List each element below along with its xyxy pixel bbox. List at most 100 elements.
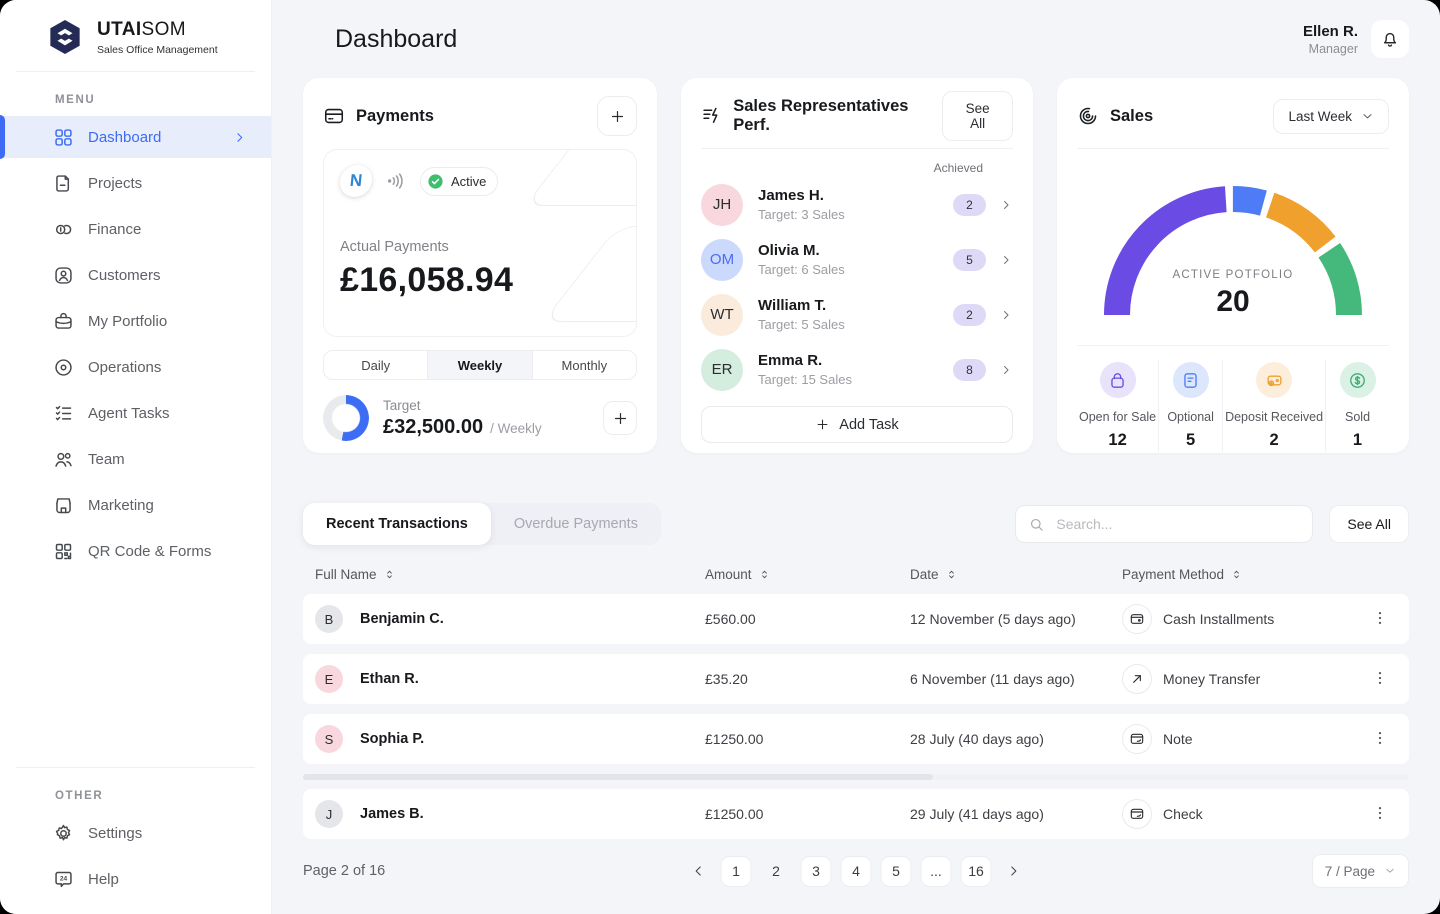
user-area: Ellen R. Manager: [1303, 20, 1409, 58]
sidebar-item-label: My Portfolio: [88, 312, 168, 330]
target-icon: [53, 357, 74, 378]
sidebar-item-label: Dashboard: [88, 128, 162, 146]
page-ellipsis-button[interactable]: ...: [920, 855, 952, 887]
row-menu-button[interactable]: [1369, 803, 1391, 825]
doc-icon-circle: [1172, 362, 1209, 398]
page-button-16[interactable]: 16: [960, 855, 992, 887]
kebab-icon: [1371, 609, 1389, 627]
sidebar-other-menu: Settings 24 Help: [0, 812, 271, 900]
period-tab-daily[interactable]: Daily: [324, 351, 429, 379]
page-button-5[interactable]: 5: [880, 855, 912, 887]
sort-icon: [383, 568, 396, 581]
payment-method-label: Cash Installments: [1163, 611, 1275, 627]
rep-row-william-t[interactable]: WT William T. Target: 5 Sales 2: [701, 287, 1013, 342]
target-label: Target: [383, 397, 421, 413]
customer-name: Sophia P.: [360, 731, 425, 747]
scrollbar-thumb[interactable]: [303, 774, 934, 780]
gauge-center-value: 20: [1216, 285, 1250, 318]
table-row-benjamin-c[interactable]: B Benjamin C. £560.00 12 November (5 days a…: [303, 594, 1409, 644]
sales-stats: Open for Sale 12 Optional 5 Deposit Received…: [1077, 360, 1389, 452]
dollar-icon: [1348, 371, 1367, 390]
other-section-label: OTHER: [55, 790, 104, 802]
notifications-button[interactable]: [1371, 20, 1409, 58]
period-dropdown[interactable]: Last Week: [1273, 98, 1389, 134]
page-button-4[interactable]: 4: [840, 855, 872, 887]
row-menu-button[interactable]: [1369, 608, 1391, 630]
dollar-icon-circle: [1339, 362, 1376, 398]
achieved-badge: 5: [953, 248, 986, 271]
table-row-james-b[interactable]: J James B. £1250.00 29 July (41 days ago) Ch…: [303, 789, 1409, 839]
avatar: S: [315, 725, 343, 753]
sidebar-item-customers[interactable]: Customers: [0, 254, 271, 296]
avatar: J: [315, 800, 343, 828]
summary-cards: Payments N Active: [303, 78, 1409, 453]
per-page-dropdown[interactable]: 7 / Page: [1311, 854, 1409, 888]
topbar: Dashboard Ellen R. Manager: [303, 0, 1409, 78]
add-task-label: Add Task: [839, 416, 899, 433]
sidebar-item-dashboard[interactable]: Dashboard: [0, 115, 271, 159]
actual-payments-label: Actual Payments: [340, 239, 449, 255]
cell-amount: £1250.00: [705, 731, 764, 747]
sidebar-item-qr-code-forms[interactable]: QR Code & Forms: [0, 530, 271, 572]
row-menu-button[interactable]: [1369, 668, 1391, 690]
sidebar-item-help[interactable]: 24 Help: [0, 858, 271, 900]
row-menu-button[interactable]: [1369, 728, 1391, 750]
rep-name: Emma R.: [758, 352, 823, 369]
avatar: E: [315, 665, 343, 693]
period-tab-monthly[interactable]: Monthly: [532, 351, 636, 379]
sidebar-item-agent-tasks[interactable]: Agent Tasks: [0, 392, 271, 434]
column-header-payment-method[interactable]: Payment Method: [1122, 567, 1369, 582]
page-button-3[interactable]: 3: [800, 855, 832, 887]
sidebar-item-label: Customers: [88, 266, 161, 284]
sidebar-item-settings[interactable]: Settings: [0, 812, 271, 854]
per-page-value: 7 / Page: [1324, 863, 1375, 879]
column-header-date[interactable]: Date: [910, 567, 1122, 582]
period-tab-weekly[interactable]: Weekly: [428, 351, 533, 379]
achieved-badge: 8: [953, 358, 986, 381]
sidebar-divider: [16, 767, 255, 768]
add-payment-button[interactable]: [597, 96, 637, 136]
table-row-ethan-r[interactable]: E Ethan R. £35.20 6 November (11 days ago) M…: [303, 654, 1409, 704]
sidebar-menu: Dashboard Projects Finance Customers My Port…: [0, 115, 271, 572]
tab-overdue-payments[interactable]: Overdue Payments: [513, 516, 638, 532]
column-label: Date: [910, 567, 939, 582]
rep-row-james-h[interactable]: JH James H. Target: 3 Sales 2: [701, 177, 1013, 232]
sidebar-item-finance[interactable]: Finance: [0, 208, 271, 250]
sidebar-item-projects[interactable]: Projects: [0, 162, 271, 204]
credit-card-icon: [323, 105, 345, 127]
sidebar-item-my-portfolio[interactable]: My Portfolio: [0, 300, 271, 342]
page-button-1[interactable]: 1: [720, 855, 752, 887]
sidebar-item-marketing[interactable]: Marketing: [0, 484, 271, 526]
sidebar-item-operations[interactable]: Operations: [0, 346, 271, 388]
user-role: Manager: [1308, 41, 1358, 56]
sidebar-item-team[interactable]: Team: [0, 438, 271, 480]
payments-card-title: Payments: [323, 105, 434, 127]
next-page-button[interactable]: [1001, 858, 1027, 884]
see-all-transactions-button[interactable]: See All: [1329, 505, 1409, 543]
search-input[interactable]: [1054, 515, 1301, 533]
sort-icon: [758, 568, 771, 581]
bag-icon-circle: [1099, 362, 1136, 398]
stat-value: 12: [1108, 431, 1127, 449]
transactions-toolbar: Recent Transactions Overdue Payments See …: [303, 503, 1409, 545]
sidebar-item-label: Operations: [88, 358, 162, 376]
see-all-reps-button[interactable]: See All: [942, 91, 1013, 141]
edit-target-button[interactable]: [603, 401, 637, 435]
divider: [1077, 148, 1389, 149]
avatar: B: [315, 605, 343, 633]
column-header-full-name[interactable]: Full Name: [315, 567, 705, 582]
rep-row-olivia-m[interactable]: OM Olivia M. Target: 6 Sales 5: [701, 232, 1013, 287]
table-row-sophia-p[interactable]: S Sophia P. £1250.00 28 July (40 days ago) N…: [303, 714, 1409, 764]
rep-row-emma-r[interactable]: ER Emma R. Target: 15 Sales 8: [701, 342, 1013, 397]
user-meta[interactable]: Ellen R. Manager: [1303, 23, 1358, 56]
horizontal-scrollbar[interactable]: [303, 774, 1409, 780]
tab-recent-transactions[interactable]: Recent Transactions: [303, 503, 491, 545]
sales-card-header: Sales Last Week: [1077, 96, 1389, 136]
brand-logo-icon: [46, 18, 84, 56]
team-icon: [53, 449, 74, 470]
column-header-amount[interactable]: Amount: [705, 567, 910, 582]
prev-page-button[interactable]: [686, 858, 712, 884]
table-header: Full Name Amount Date Payment Method: [303, 567, 1409, 594]
add-task-button[interactable]: Add Task: [701, 406, 1013, 443]
page-button-2[interactable]: 2: [761, 856, 792, 887]
